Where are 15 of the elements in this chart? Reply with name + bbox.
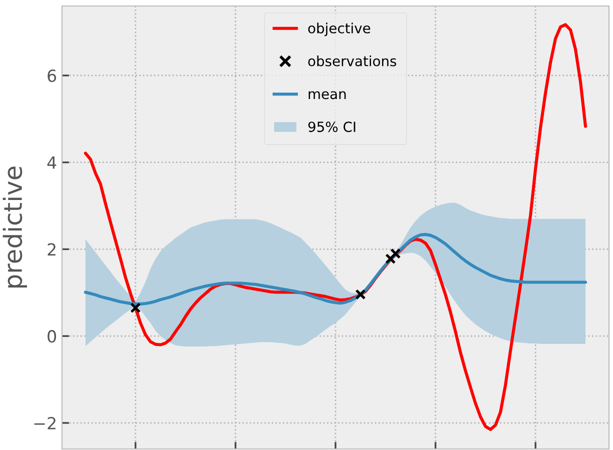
line-series [84,232,588,306]
legend-label: mean [308,91,346,100]
y-tick-label: 4 [47,156,56,169]
legend-label: observations [308,56,396,66]
y-tick-label: −2 [34,416,56,430]
y-tick-label: 2 [48,243,56,256]
point [130,302,141,314]
point [390,248,401,259]
y-tick-label: 0 [48,330,56,343]
legend-label: objective [308,22,370,36]
point [385,253,396,264]
point [355,289,366,300]
y-axis-title: predictive [2,166,28,288]
y-tick-label: 6 [48,69,56,82]
legend-label: 95% CI [308,122,356,132]
